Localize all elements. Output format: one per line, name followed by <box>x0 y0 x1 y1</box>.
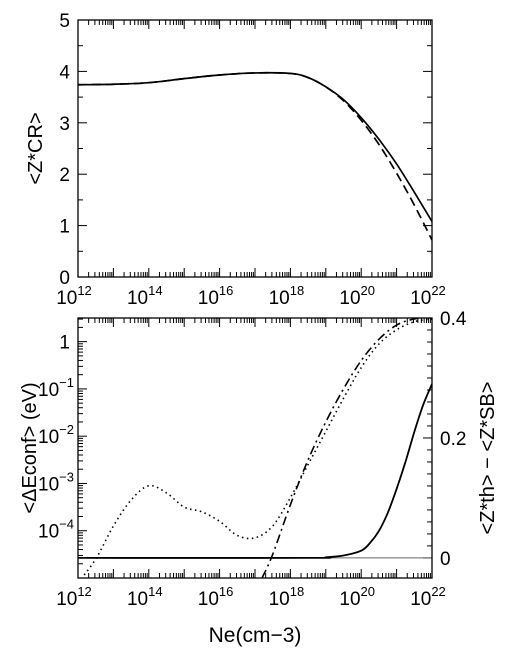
bottom-ylabel-left: <ΔEconf> (eV) <box>19 382 41 513</box>
top-ylabel: <Z*CR> <box>25 112 47 184</box>
top-xtick-label: 1020 <box>339 283 375 309</box>
bottom-ytick-right-label: 0 <box>440 549 451 570</box>
top-series-dashed <box>78 71 432 241</box>
bottom-xtick-label: 1018 <box>269 584 305 610</box>
bottom-ytick-left-label: 1 <box>59 333 70 354</box>
top-xtick-label: 1022 <box>410 283 446 309</box>
top-xtick-label: 1012 <box>56 283 92 309</box>
bottom-xtick-label: 1012 <box>56 584 92 610</box>
bottom-xtick-label: 1022 <box>410 584 446 610</box>
top-ytick-label: 0 <box>59 268 70 289</box>
bottom-xtick-label: 1020 <box>339 584 375 610</box>
top-ytick-label: 1 <box>59 217 70 238</box>
top-plot-frame <box>77 19 433 278</box>
bottom-xlabel: Ne(cm−3) <box>209 624 302 647</box>
top-ytick-label: 2 <box>59 165 70 186</box>
bottom-ylabel-right: <Z*th> − <Z*SB> <box>477 382 499 535</box>
top-ytick-label: 5 <box>59 11 70 32</box>
bottom-ytick-left-label: 10−3 <box>38 469 74 495</box>
top-series-solid <box>78 71 432 222</box>
top-ytick-label: 3 <box>59 114 70 135</box>
top-xtick-label: 1014 <box>127 283 163 309</box>
bottom-ytick-right-label: 0.2 <box>440 429 466 450</box>
bottom-series-dashdot <box>261 318 431 578</box>
top-xtick-label: 1018 <box>269 283 305 309</box>
bottom-ytick-right-label: 0.4 <box>440 309 467 330</box>
top-xtick-label: 1016 <box>198 283 234 309</box>
bottom-ytick-left-label: 10−1 <box>38 375 74 401</box>
bottom-ytick-left-label: 10−2 <box>38 422 74 448</box>
top-panel: 0 1 2 3 4 5 1012 1014 1016 1018 1020 1022 <Z*CR> <box>25 11 446 309</box>
bottom-ytick-left-label: 10−4 <box>38 517 74 543</box>
bottom-series-solid <box>78 383 432 559</box>
bottom-series-dotted <box>80 318 432 578</box>
top-ytick-label: 4 <box>59 62 70 83</box>
bottom-panel: 10−4 10−3 10−2 10−1 1 0 0.2 0.4 1012 1014 1016 1018… <box>19 309 499 647</box>
bottom-plot-frame <box>77 317 433 579</box>
bottom-xtick-label: 1016 <box>198 584 234 610</box>
bottom-xtick-label: 1014 <box>127 584 163 610</box>
